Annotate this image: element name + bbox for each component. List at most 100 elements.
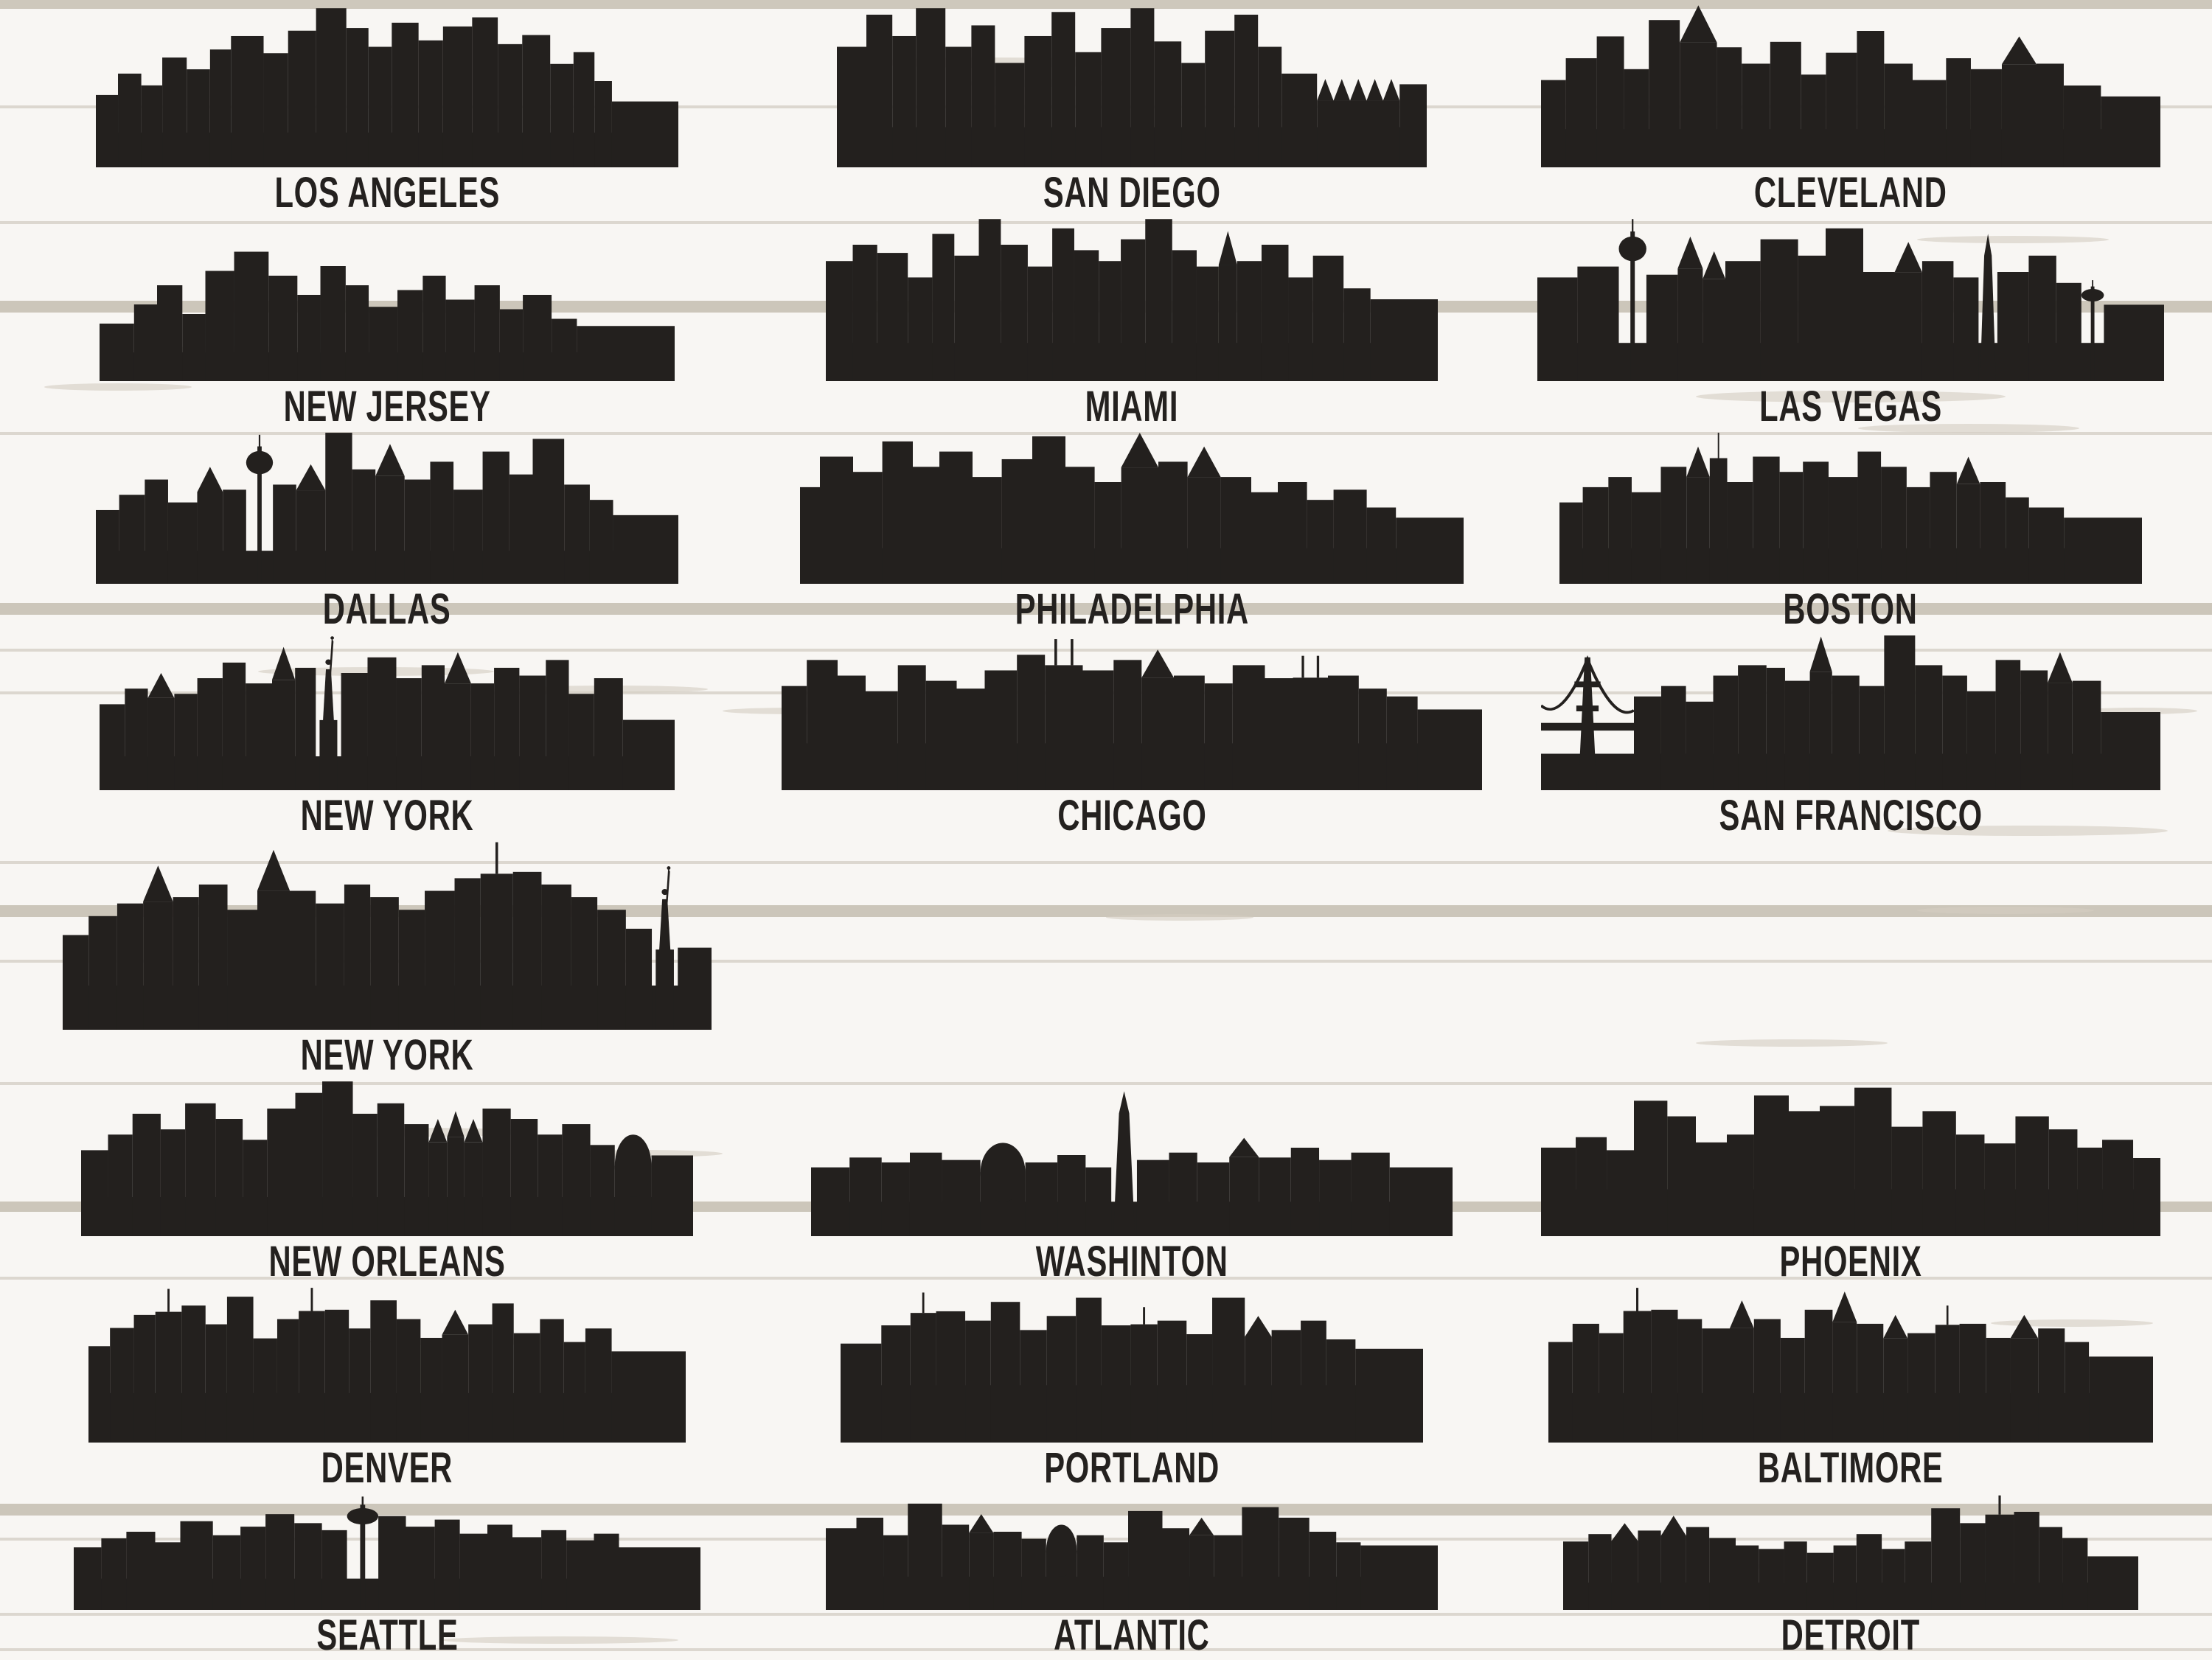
skyline-cell-new-york: NEW YORK	[0, 634, 774, 840]
skyline-cell-new-york-2: NEW YORK	[0, 840, 774, 1080]
plank-line	[0, 1082, 2212, 1085]
phoenix-skyline	[1541, 1087, 2160, 1236]
los-angeles-skyline	[96, 8, 678, 167]
skyline-cell-denver: DENVER	[0, 1286, 774, 1493]
skyline-cell-dallas: DALLAS	[0, 431, 774, 634]
baltimore-skyline	[1548, 1288, 2153, 1443]
city-label: BALTIMORE	[1722, 1447, 1979, 1490]
city-label-text: SAN DIEGO	[1043, 169, 1221, 217]
denver-skyline	[88, 1288, 686, 1443]
portland-skyline	[841, 1292, 1423, 1443]
city-label-text: SAN FRANCISCO	[1719, 792, 1983, 840]
seattle-skyline	[74, 1496, 700, 1610]
plank-line	[0, 603, 2212, 615]
skyline-cell-new-orleans: NEW ORLEANS	[0, 1080, 774, 1286]
city-label-text: NEW YORK	[300, 792, 474, 840]
city-label: NEW YORK	[267, 795, 507, 837]
city-label: NEW JERSEY	[243, 386, 531, 428]
city-label-text: LAS VEGAS	[1759, 383, 1942, 430]
city-label: MIAMI	[1067, 386, 1197, 428]
city-label: CLEVELAND	[1717, 172, 1984, 215]
skyline-cell-washinton: WASHINTON	[774, 1080, 1489, 1286]
smudge-mark	[442, 1636, 678, 1644]
new-york-skyline	[100, 636, 675, 790]
plank-line	[0, 1277, 2212, 1280]
san-francisco-skyline	[1541, 635, 2160, 790]
philadelphia-skyline	[800, 433, 1464, 584]
city-label: SEATTLE	[289, 1614, 486, 1657]
city-label-text: LOS ANGELES	[274, 169, 500, 217]
plank-line	[0, 861, 2212, 864]
smudge-mark	[1917, 907, 2094, 914]
detroit-skyline	[1563, 1495, 2138, 1610]
city-label: ATLANTIC	[1023, 1614, 1240, 1657]
skyline-cell-atlantic: ATLANTIC	[774, 1493, 1489, 1660]
city-label: CHICAGO	[1029, 795, 1236, 837]
city-label: PHOENIX	[1752, 1241, 1950, 1283]
miami-skyline	[826, 219, 1438, 381]
skyline-cell-miami: MIAMI	[774, 217, 1489, 431]
city-label: WASHINTON	[998, 1241, 1265, 1283]
city-label-text: NEW ORLEANS	[268, 1238, 506, 1286]
skyline-cell-new-jersey: NEW JERSEY	[0, 217, 774, 431]
san-diego-skyline	[837, 8, 1427, 167]
new-york-2-skyline	[63, 842, 712, 1030]
city-label-text: NEW JERSEY	[283, 383, 491, 430]
city-label: SAN DIEGO	[1009, 172, 1256, 215]
skyline-cell-phoenix: PHOENIX	[1489, 1080, 2212, 1286]
city-label: NEW YORK	[267, 1034, 507, 1077]
city-label-text: PHOENIX	[1779, 1238, 1922, 1286]
city-label: DENVER	[296, 1447, 479, 1490]
skyline-cell-boston: BOSTON	[1489, 431, 2212, 634]
plank-line	[0, 1504, 2212, 1516]
city-label: LOS ANGELES	[231, 172, 544, 215]
smudge-mark	[1858, 424, 2079, 433]
skyline-cell-philadelphia: PHILADELPHIA	[774, 431, 1489, 634]
new-orleans-skyline	[81, 1081, 693, 1236]
skyline-cell-baltimore: BALTIMORE	[1489, 1286, 2212, 1493]
skyline-cell-san-francisco: SAN FRANCISCO	[1489, 634, 2212, 840]
smudge-mark	[1917, 236, 2109, 243]
city-label-text: DENVER	[321, 1444, 453, 1492]
city-label: DALLAS	[298, 588, 476, 631]
plank-line	[0, 1613, 2212, 1616]
plank-line	[0, 649, 2212, 652]
city-label-text: PHILADELPHIA	[1015, 585, 1249, 633]
chicago-skyline	[782, 639, 1482, 790]
city-label-text: NEW YORK	[300, 1031, 474, 1079]
plank-line	[0, 1538, 2212, 1541]
skyline-cell-cleveland: CLEVELAND	[1489, 0, 2212, 217]
skyline-cell-los-angeles: LOS ANGELES	[0, 0, 774, 217]
city-label-text: MIAMI	[1085, 383, 1179, 430]
plank-line	[0, 960, 2212, 963]
city-label: PHILADELPHIA	[970, 588, 1295, 631]
city-label: BOSTON	[1757, 588, 1944, 631]
plank-line	[0, 1648, 2212, 1651]
plank-line	[0, 221, 2212, 224]
smudge-mark	[44, 383, 192, 391]
city-label-text: BALTIMORE	[1758, 1444, 1944, 1492]
city-label: LAS VEGAS	[1724, 386, 1978, 428]
smudge-mark	[2079, 708, 2197, 714]
smudge-mark	[1991, 1319, 2153, 1327]
city-label-text: DETROIT	[1781, 1611, 1921, 1659]
plank-line	[0, 0, 2212, 9]
skyline-cell-portland: PORTLAND	[774, 1286, 1489, 1493]
city-label: DETROIT	[1754, 1614, 1947, 1657]
boston-skyline	[1559, 433, 2142, 584]
city-label-text: WASHINTON	[1035, 1238, 1228, 1286]
las-vegas-skyline	[1537, 219, 2164, 381]
skyline-cell-las-vegas: LAS VEGAS	[1489, 217, 2212, 431]
city-label: NEW ORLEANS	[223, 1241, 552, 1283]
city-label-text: BOSTON	[1783, 585, 1919, 633]
skyline-cell-san-diego: SAN DIEGO	[774, 0, 1489, 217]
plank-line	[0, 432, 2212, 435]
smudge-mark	[1696, 1039, 1888, 1047]
city-label: PORTLAND	[1010, 1447, 1253, 1490]
smudge-mark	[1106, 914, 1253, 921]
atlantic-skyline	[826, 1503, 1438, 1610]
city-label-text: CHICAGO	[1057, 792, 1207, 840]
city-label-text: CLEVELAND	[1754, 169, 1947, 217]
